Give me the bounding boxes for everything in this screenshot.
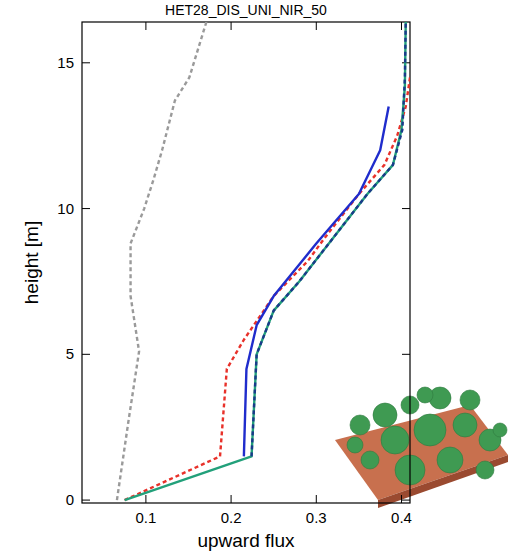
x-axis-title: upward flux <box>197 530 295 551</box>
series-line <box>252 22 406 456</box>
chart: 0.1 0.2 0.3 0.4 0 5 10 15 HET28_DIS_UNI_NIR_50up… <box>0 0 514 558</box>
y-tick <box>82 354 90 355</box>
y-tick-label: 5 <box>66 345 74 362</box>
y-axis-title: height [m] <box>21 221 42 304</box>
plot-frame <box>82 22 410 503</box>
y-tick-label: 15 <box>57 54 74 71</box>
x-tick <box>231 495 232 503</box>
series-line <box>117 22 206 500</box>
x-tick <box>401 495 402 503</box>
x-tick-top <box>316 22 317 30</box>
y-tick <box>82 208 90 209</box>
x-tick-label: 0.4 <box>391 509 412 526</box>
y-tick <box>82 500 90 501</box>
inset-scene <box>335 387 508 508</box>
series-line <box>125 77 410 500</box>
y-tick-right <box>402 208 410 209</box>
series-line <box>125 22 406 500</box>
x-tick-label: 0.2 <box>221 509 242 526</box>
y-tick <box>82 62 90 63</box>
y-tick-label: 10 <box>57 200 74 217</box>
y-tick-right <box>402 500 410 501</box>
x-tick-label: 0.3 <box>306 509 327 526</box>
y-tick-right <box>402 354 410 355</box>
x-tick <box>145 495 146 503</box>
x-tick-top <box>231 22 232 30</box>
series-line <box>244 107 389 457</box>
series-group <box>117 22 410 500</box>
y-tick-label: 0 <box>66 491 74 508</box>
chart-title: HET28_DIS_UNI_NIR_50 <box>165 2 327 18</box>
x-tick-top <box>401 22 402 30</box>
x-tick <box>316 495 317 503</box>
x-tick-top <box>145 22 146 30</box>
x-tick-label: 0.1 <box>135 509 156 526</box>
